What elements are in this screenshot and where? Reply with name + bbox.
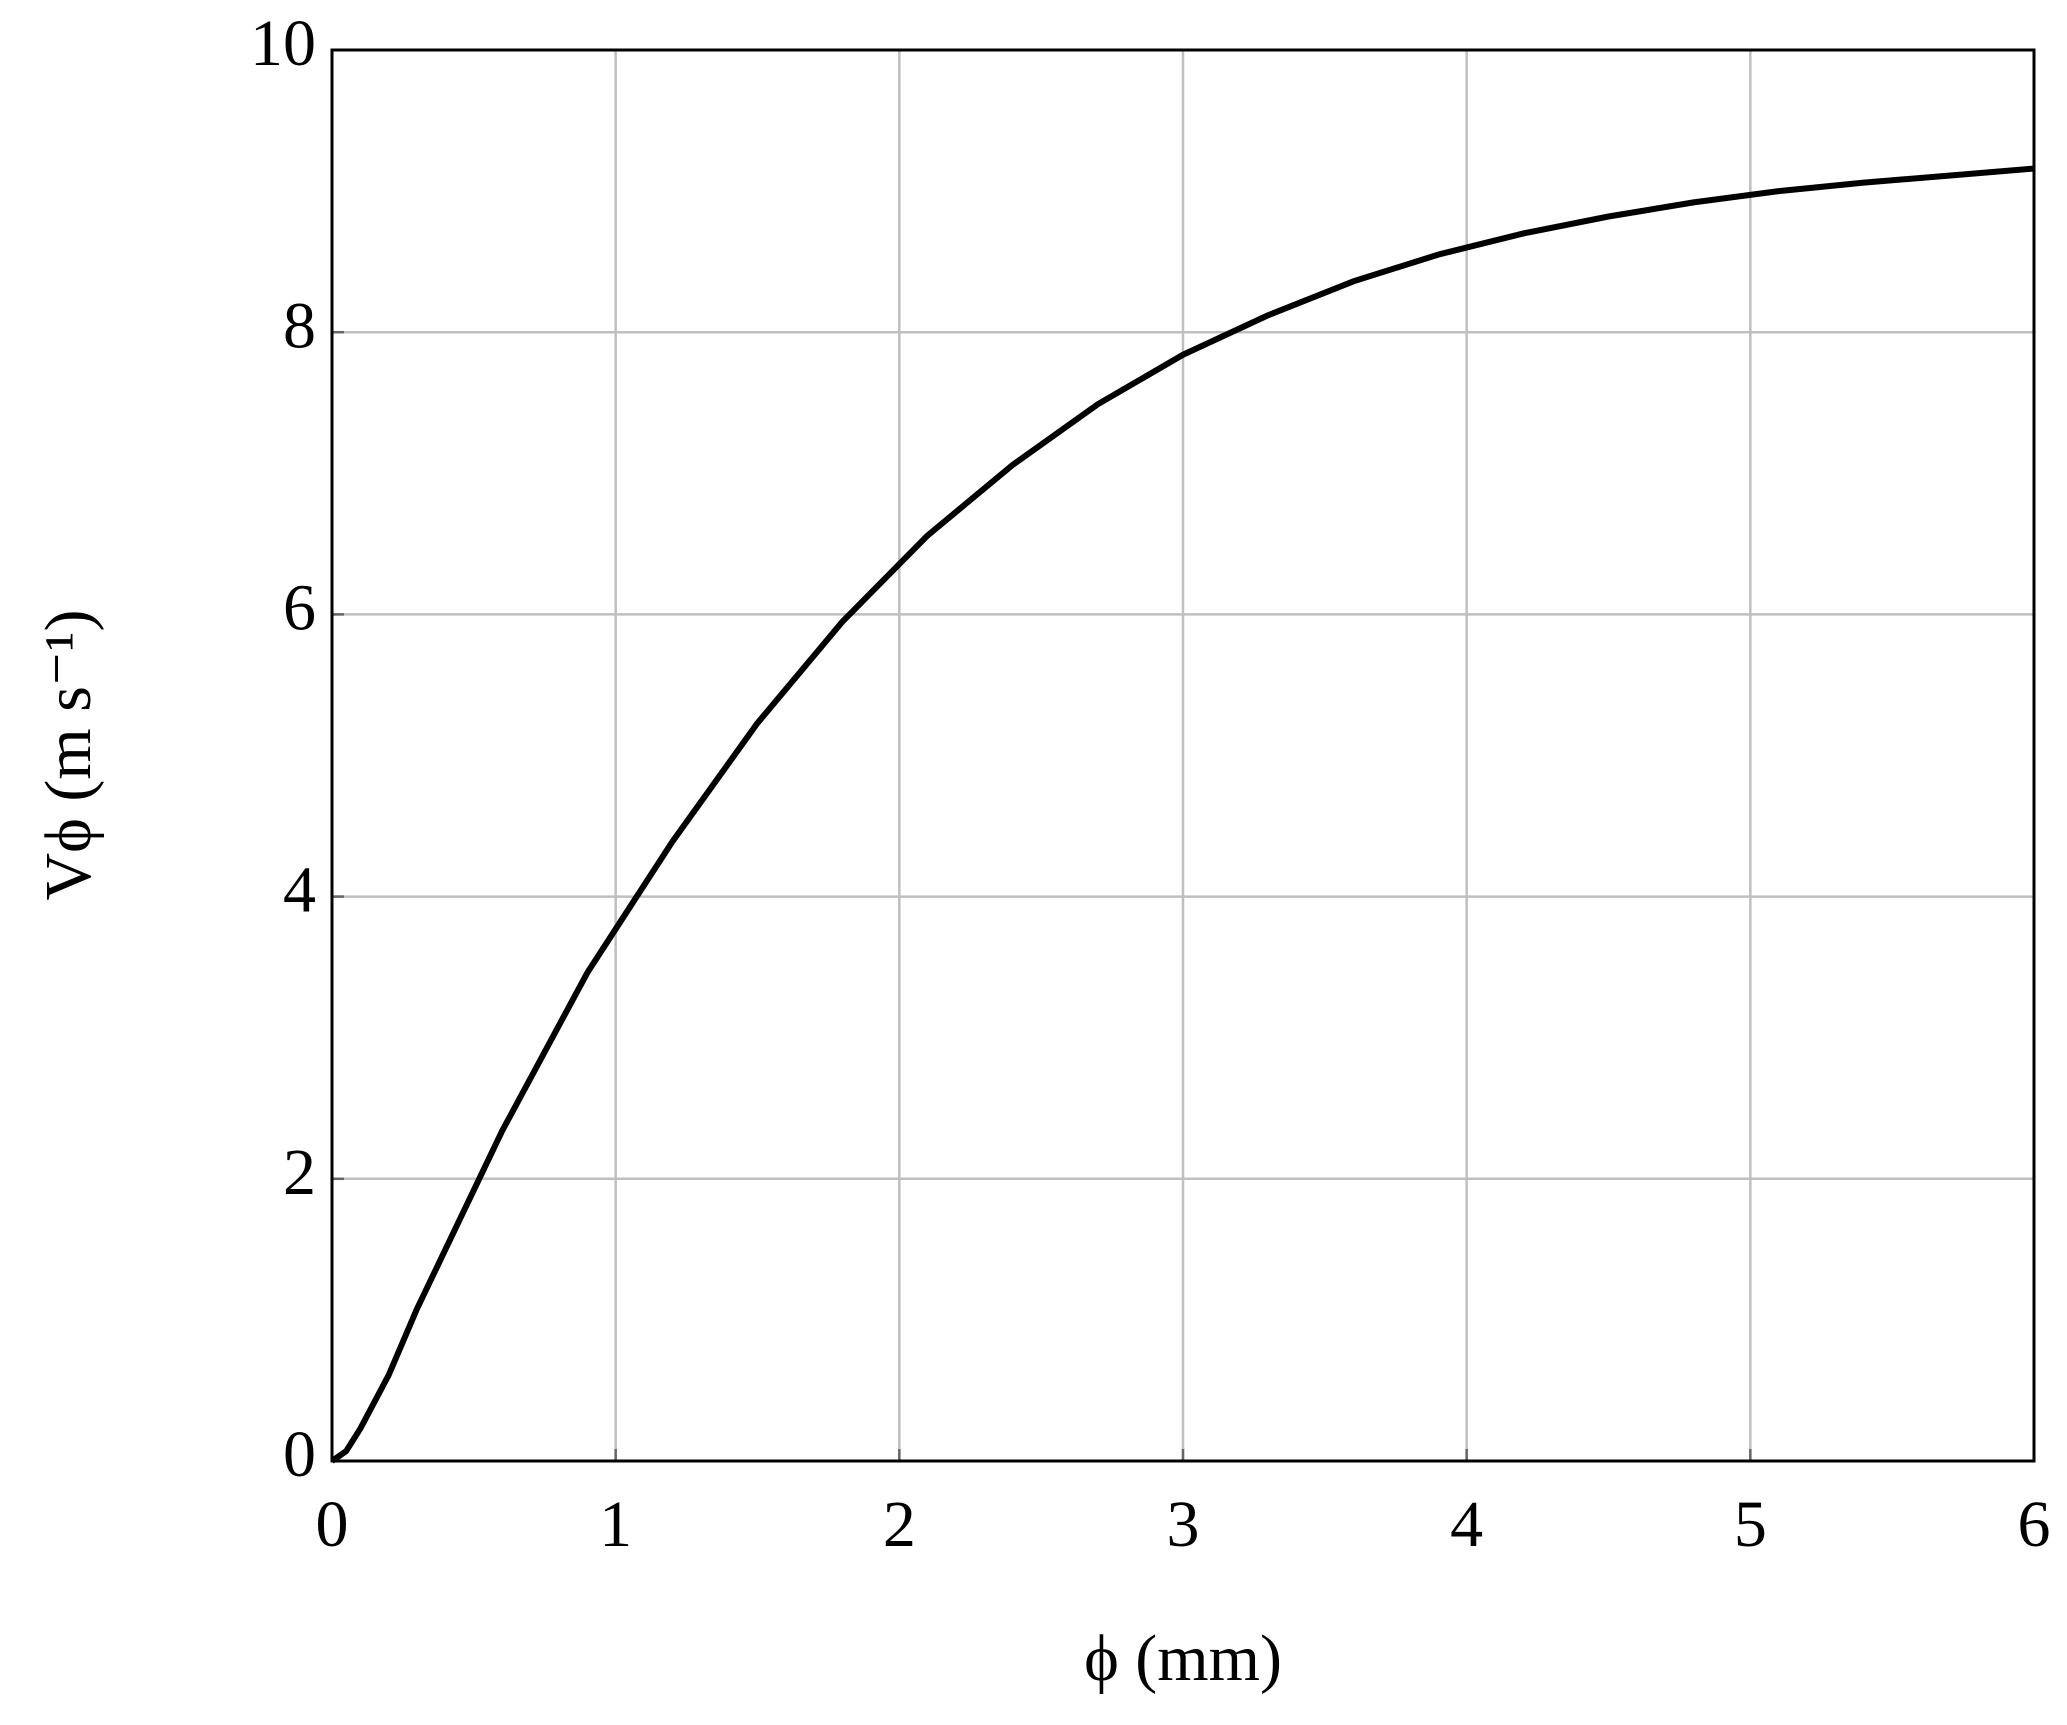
x-tick-label: 4: [1450, 1488, 1483, 1561]
y-tick-label: 0: [283, 1418, 316, 1491]
x-tick-label: 1: [599, 1488, 632, 1561]
x-axis-label: ϕ (mm): [1084, 1622, 1282, 1695]
x-tick-label: 5: [1734, 1488, 1767, 1561]
plot-frame: [330, 48, 2036, 1463]
y-axis-label: Vϕ (m s⁻¹): [32, 609, 105, 900]
x-tick-label: 2: [883, 1488, 916, 1561]
y-tick-label: 8: [283, 289, 316, 362]
data-line: [330, 165, 2035, 1464]
y-tick-label: 10: [250, 7, 316, 80]
x-tick-label: 3: [1167, 1488, 1200, 1561]
y-tick-label: 2: [283, 1136, 316, 1209]
x-tick-label: 6: [2018, 1488, 2051, 1561]
x-tick-label: 0: [316, 1488, 349, 1561]
y-tick-label: 4: [283, 854, 316, 927]
y-tick-label: 6: [283, 572, 316, 645]
